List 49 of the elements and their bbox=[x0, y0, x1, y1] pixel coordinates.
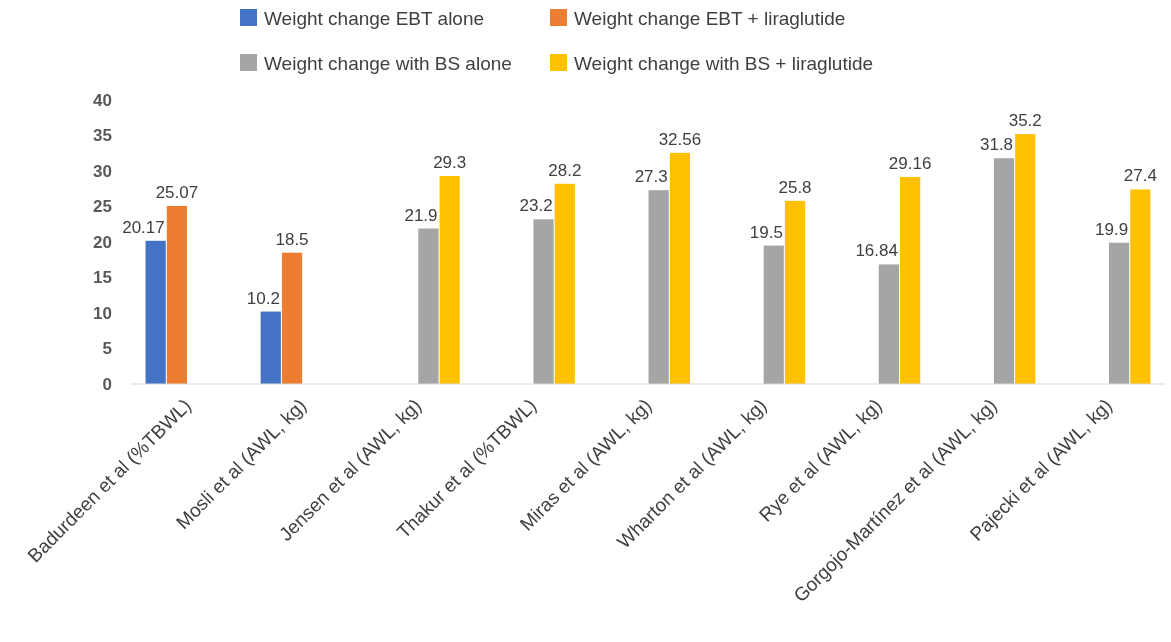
bar bbox=[554, 183, 575, 384]
legend-label: Weight change EBT alone bbox=[264, 7, 485, 29]
data-label: 35.2 bbox=[1008, 111, 1042, 131]
bar bbox=[260, 311, 281, 384]
data-label: 19.5 bbox=[749, 222, 783, 242]
bar bbox=[145, 240, 166, 384]
bar bbox=[1015, 134, 1036, 384]
y-tick-label: 0 bbox=[102, 374, 112, 394]
data-label: 20.17 bbox=[122, 217, 165, 237]
y-tick-label: 30 bbox=[93, 161, 112, 181]
y-tick-label: 10 bbox=[93, 303, 112, 323]
y-tick-label: 5 bbox=[102, 339, 112, 359]
y-tick-label: 25 bbox=[93, 197, 112, 217]
bar bbox=[669, 152, 691, 384]
legend-label: Weight change with BS alone bbox=[264, 52, 512, 74]
data-label: 21.9 bbox=[404, 205, 438, 225]
bar bbox=[439, 175, 460, 384]
y-tick-label: 35 bbox=[93, 126, 112, 146]
data-label: 28.2 bbox=[548, 160, 582, 180]
bar bbox=[281, 252, 303, 384]
y-tick-label: 40 bbox=[93, 90, 112, 110]
data-label: 29.3 bbox=[433, 152, 467, 172]
bar bbox=[993, 158, 1015, 384]
bar bbox=[763, 245, 784, 384]
bar bbox=[1108, 242, 1130, 384]
data-label: 31.8 bbox=[979, 135, 1014, 155]
data-label: 32.56 bbox=[658, 129, 702, 149]
bar bbox=[166, 206, 188, 384]
y-tick-label: 20 bbox=[93, 232, 112, 252]
data-label: 29.16 bbox=[888, 153, 932, 173]
y-tick-label: 15 bbox=[93, 268, 112, 288]
data-label: 27.4 bbox=[1123, 166, 1157, 186]
bar bbox=[878, 264, 899, 384]
data-label: 19.9 bbox=[1095, 219, 1129, 239]
bar bbox=[418, 228, 439, 384]
data-label: 10.2 bbox=[246, 288, 280, 308]
bar bbox=[648, 190, 669, 384]
bar bbox=[533, 219, 554, 384]
bar bbox=[1130, 189, 1151, 384]
data-label: 25.8 bbox=[778, 177, 812, 197]
data-label: 25.07 bbox=[155, 183, 199, 202]
data-label: 18.5 bbox=[275, 229, 309, 249]
data-label: 23.2 bbox=[519, 196, 553, 216]
bar bbox=[900, 176, 921, 384]
bar bbox=[784, 200, 806, 384]
data-label: 27.3 bbox=[634, 167, 668, 187]
legend-label: Weight change EBT + liraglutide bbox=[574, 7, 846, 29]
legend-label: Weight change with BS + liraglutide bbox=[574, 52, 874, 74]
data-label: 16.84 bbox=[855, 241, 898, 261]
